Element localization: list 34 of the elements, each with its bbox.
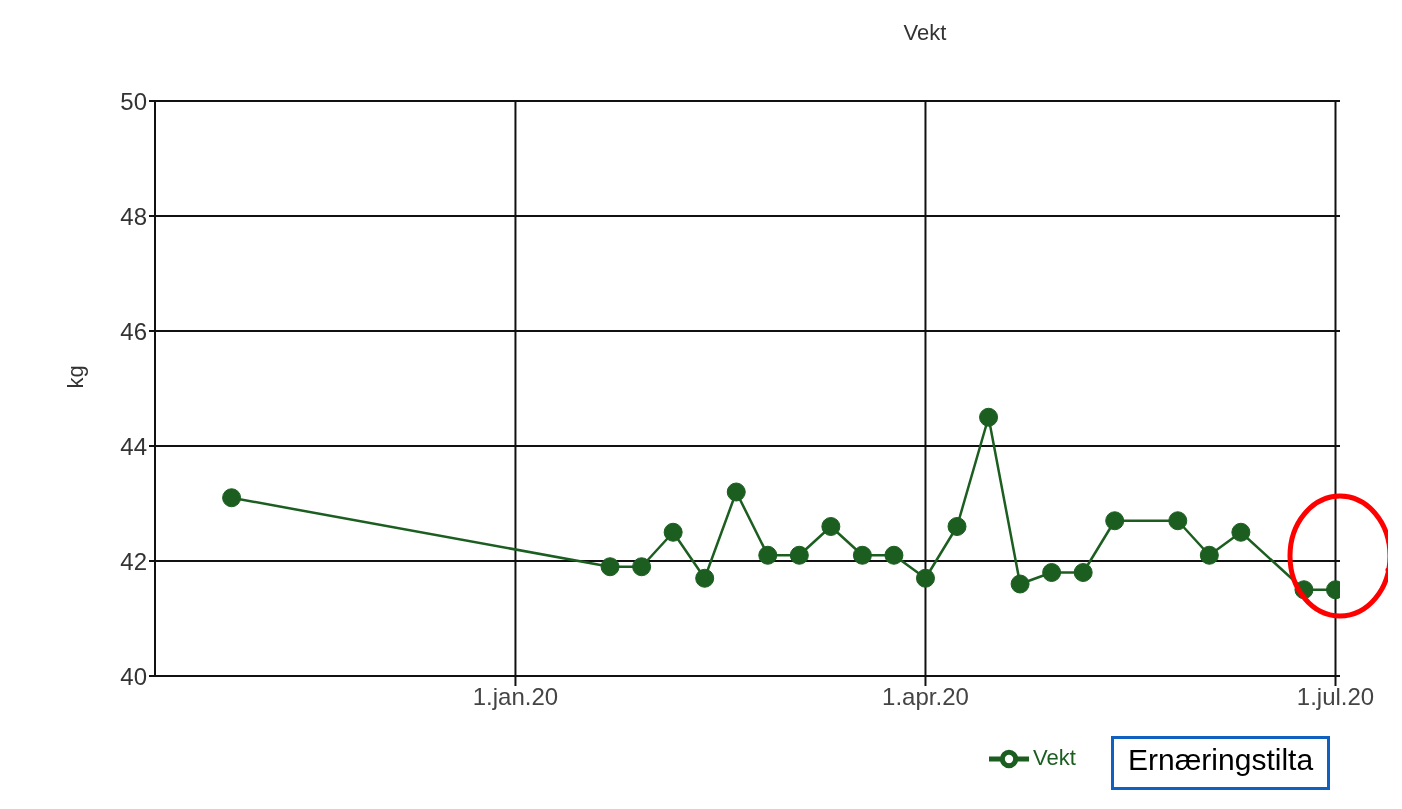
y-tick-label: 44 xyxy=(120,432,147,460)
point xyxy=(1231,522,1251,542)
point xyxy=(852,545,872,565)
point xyxy=(1073,563,1093,582)
point xyxy=(222,488,242,508)
y-axis-title: kg xyxy=(62,365,88,389)
point xyxy=(1168,511,1188,531)
y-tick-label: 46 xyxy=(120,317,147,345)
point xyxy=(1105,511,1125,531)
point xyxy=(979,407,999,427)
point xyxy=(1199,545,1219,565)
point xyxy=(1010,574,1030,594)
x-tick-label: 1.jul.20 xyxy=(1296,683,1375,711)
point xyxy=(821,517,841,536)
y-tick-label: 42 xyxy=(120,547,147,575)
chart-title: Vekt xyxy=(902,20,948,46)
legend-label: Vekt xyxy=(1033,744,1076,770)
point xyxy=(947,517,967,536)
point xyxy=(695,568,715,588)
x-tick-label: 1.jan.20 xyxy=(472,683,559,711)
point xyxy=(726,482,746,502)
x-tick-label: 1.apr.20 xyxy=(882,683,969,711)
point xyxy=(789,545,809,565)
point xyxy=(884,545,904,565)
point xyxy=(1042,563,1062,582)
text: Ernæringstilta xyxy=(1111,736,1331,790)
point xyxy=(600,557,620,577)
point xyxy=(632,557,652,577)
point xyxy=(663,522,683,542)
point xyxy=(758,545,778,565)
y-tick-label: 40 xyxy=(120,662,147,690)
y-tick-label: 48 xyxy=(120,202,147,230)
y-tick-label: 50 xyxy=(120,87,147,115)
point xyxy=(915,568,935,588)
